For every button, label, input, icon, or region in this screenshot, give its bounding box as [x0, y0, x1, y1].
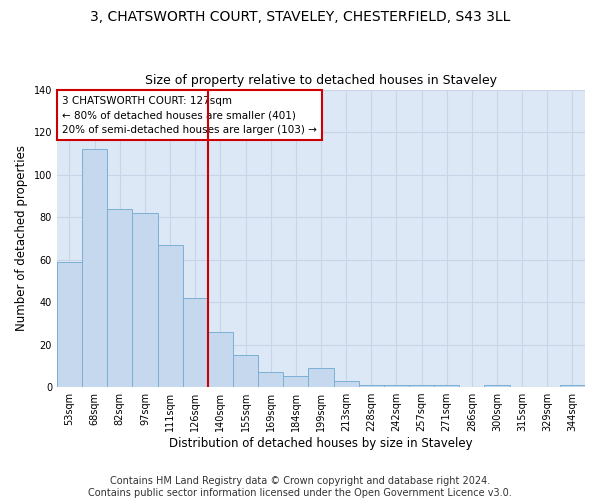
Bar [434, 385, 459, 387]
Bar [283, 376, 308, 387]
Bar [384, 385, 409, 387]
Bar [233, 355, 258, 387]
Bar [308, 368, 334, 387]
Bar [133, 213, 158, 387]
Text: 3 CHATSWORTH COURT: 127sqm
← 80% of detached houses are smaller (401)
20% of sem: 3 CHATSWORTH COURT: 127sqm ← 80% of deta… [62, 96, 317, 135]
Bar [560, 385, 585, 387]
Bar [57, 262, 82, 387]
Bar [258, 372, 283, 387]
Bar [409, 385, 434, 387]
Bar [334, 380, 359, 387]
Bar [208, 332, 233, 387]
Bar [484, 385, 509, 387]
Text: Contains HM Land Registry data © Crown copyright and database right 2024.
Contai: Contains HM Land Registry data © Crown c… [88, 476, 512, 498]
Title: Size of property relative to detached houses in Staveley: Size of property relative to detached ho… [145, 74, 497, 87]
Bar [82, 149, 107, 387]
Bar [107, 208, 133, 387]
Y-axis label: Number of detached properties: Number of detached properties [15, 146, 28, 332]
Bar [359, 385, 384, 387]
Text: 3, CHATSWORTH COURT, STAVELEY, CHESTERFIELD, S43 3LL: 3, CHATSWORTH COURT, STAVELEY, CHESTERFI… [90, 10, 510, 24]
Bar [158, 244, 182, 387]
Bar [182, 298, 208, 387]
X-axis label: Distribution of detached houses by size in Staveley: Distribution of detached houses by size … [169, 437, 473, 450]
